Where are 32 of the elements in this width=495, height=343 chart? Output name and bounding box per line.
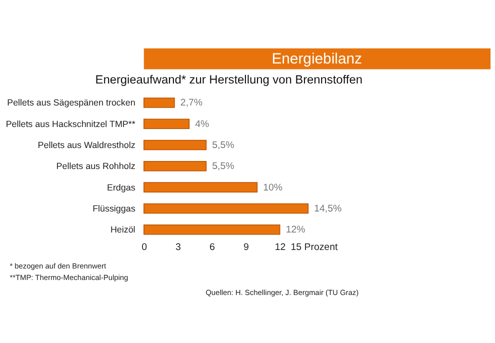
data-label: 12% (286, 224, 306, 236)
x-tick-label: 0 (142, 242, 148, 254)
bar (144, 203, 309, 214)
y-tick-label: Pellets aus Hackschnitzel TMP** (6, 118, 136, 129)
y-tick-label: Heizöl (110, 224, 136, 235)
x-tick-label: 12 (274, 242, 286, 254)
x-tick-label: 3 (176, 242, 181, 254)
data-label: 4% (195, 118, 210, 130)
bar (144, 140, 207, 150)
chart-title: Energiebilanz (272, 51, 362, 68)
x-tick-label: 6 (210, 242, 215, 254)
data-label: 14,5% (314, 203, 342, 214)
bar (144, 224, 280, 235)
bar (144, 98, 175, 108)
y-tick-label: Pellets aus Waldrestholz (38, 140, 136, 150)
source-note: Quellen: H. Schellinger, J. Bergmair (TU Graz) (206, 288, 360, 298)
data-label: 5,5% (212, 140, 235, 151)
x-tick-label: 9 (244, 242, 249, 254)
text: * bezogen auf den Brennwert (10, 261, 107, 270)
data-label: 5,5% (212, 161, 235, 172)
bar (144, 118, 190, 129)
y-tick-label: Pellets aus Sägespänen trocken (7, 98, 136, 108)
text: **TMP: Thermo-Mechanical-Pulping (10, 273, 128, 282)
y-tick-label: Flüssiggas (92, 203, 136, 214)
bar (144, 161, 207, 172)
y-tick-label: Erdgas (106, 182, 136, 192)
chart-subtitle: Energieaufwand* zur Herstellung von Brennstoffen (95, 72, 362, 86)
y-tick-label: Pellets aus Rohholz (56, 161, 136, 172)
data-label: 10% (263, 182, 283, 194)
bar (144, 182, 258, 192)
x-tick-label: 15 Prozent (290, 242, 338, 254)
data-label: 2,7% (180, 98, 203, 109)
